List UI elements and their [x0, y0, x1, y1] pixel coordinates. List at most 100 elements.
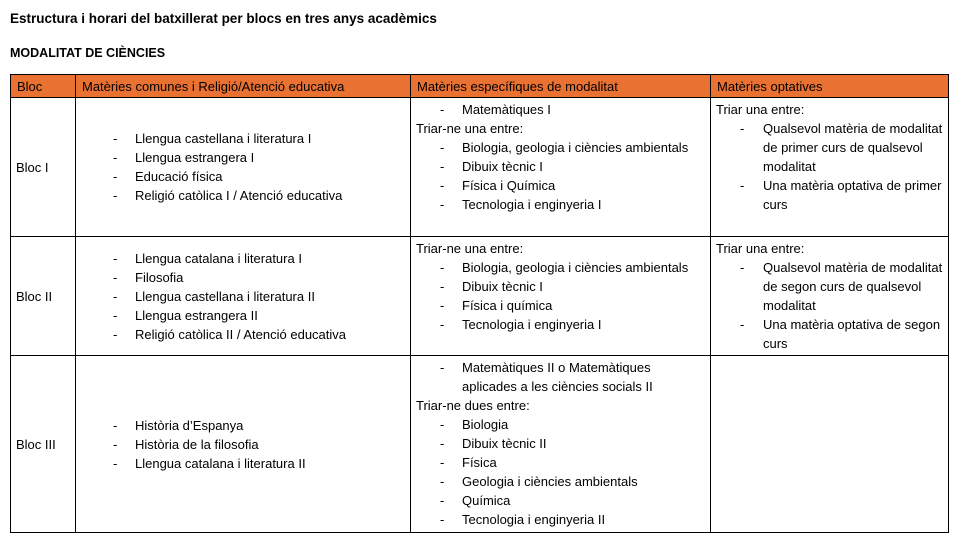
optional-subjects-cell: Triar una entre: - Qualsevol matèria de mo…: [710, 236, 949, 356]
subject-item: - Llengua castellana i literatura II: [113, 287, 405, 306]
subject-item: - Qualsevol matèria de modalitat de prime…: [740, 119, 943, 176]
subject-item: - Llengua catalana i literatura II: [113, 454, 405, 473]
table-header-row: Bloc Matèries comunes i Religió/Atenció e…: [10, 74, 949, 98]
choose-instruction-text: Triar una entre:: [716, 102, 805, 117]
dash-bullet: -: [440, 417, 445, 432]
subject-label: Dibuix tècnic II: [462, 436, 547, 451]
subject-list: - Llengua catalana i literatura I - Filosof…: [81, 249, 405, 344]
choose-instruction-text: Triar-ne dues entre:: [416, 398, 530, 413]
subject-item: - Llengua catalana i literatura I: [113, 249, 405, 268]
subject-item: - Filosofia: [113, 268, 405, 287]
dash-bullet: -: [440, 512, 445, 527]
dash-bullet: -: [440, 159, 445, 174]
dash-bullet: -: [440, 493, 445, 508]
subject-label: Física i química: [462, 298, 553, 313]
choose-instruction-text: Triar-ne una entre:: [416, 241, 524, 256]
subject-list: - Biologia, geologia i ciències ambiental…: [416, 258, 705, 334]
subject-label: Religió catòlica I / Atenció educativa: [135, 188, 343, 203]
common-subjects-cell: - Història d’Espanya - Història de la filos…: [75, 355, 411, 533]
column-header-especifiques: Matèries específiques de modalitat: [410, 74, 711, 98]
subject-item: - Química: [440, 491, 705, 510]
subject-item: - Geologia i ciències ambientals: [440, 472, 705, 491]
subject-item: - Llengua estrangera II: [113, 306, 405, 325]
subject-item: - Una matèria optativa de segon curs: [740, 315, 943, 353]
table-row-bloc-iii: Bloc III - Història d’Espanya - Història de …: [10, 355, 949, 533]
section-subtitle: MODALITAT DE CIÈNCIES: [10, 46, 166, 60]
subject-list: - Biologia, geologia i ciències ambiental…: [416, 138, 705, 214]
dash-bullet: -: [113, 131, 118, 146]
subject-list: - Qualsevol matèria de modalitat de segon…: [716, 258, 943, 353]
dash-bullet: -: [440, 298, 445, 313]
subject-list: - Història d’Espanya - Història de la filos…: [81, 416, 405, 473]
subject-list: - Biologia - Dibuix tècnic II - Física - Geolog…: [416, 415, 705, 529]
dash-bullet: -: [440, 436, 445, 451]
dash-bullet: -: [113, 417, 118, 433]
subject-item: - Llengua estrangera I: [113, 148, 405, 167]
dash-bullet: -: [440, 178, 445, 193]
dash-bullet: -: [113, 326, 118, 342]
choose-instruction-text: Triar una entre:: [716, 241, 805, 256]
dash-bullet: -: [740, 260, 745, 275]
subject-item: - Dibuix tècnic II: [440, 434, 705, 453]
dash-bullet: -: [440, 474, 445, 489]
subject-item: - Dibuix tècnic I: [440, 157, 705, 176]
subject-item: - Qualsevol matèria de modalitat de segon…: [740, 258, 943, 315]
dash-bullet: -: [113, 307, 118, 323]
dash-bullet: -: [113, 288, 118, 304]
subject-label: Biologia, geologia i ciències ambientals: [462, 260, 689, 275]
subject-label: Educació física: [135, 169, 223, 184]
modality-subjects-cell: - Matemàtiques II o Matemàtiques aplicade…: [410, 355, 711, 533]
optional-subjects-cell: [710, 355, 949, 533]
subject-label: Geologia i ciències ambientals: [462, 474, 638, 489]
subject-item: - Religió catòlica I / Atenció educativa: [113, 186, 405, 205]
subject-label: Biologia, geologia i ciències ambientals: [462, 140, 689, 155]
subject-item: - Biologia, geologia i ciències ambiental…: [440, 138, 705, 157]
dash-bullet: -: [113, 188, 118, 203]
subject-label: Dibuix tècnic I: [462, 279, 543, 294]
dash-bullet: -: [440, 279, 445, 294]
page-title: Estructura i horari del batxillerat per …: [10, 11, 437, 26]
subject-label: Llengua castellana i literatura I: [135, 131, 312, 146]
subject-item: - Llengua castellana i literatura I: [113, 129, 405, 148]
subject-item: - Física i química: [440, 296, 705, 315]
modality-subjects-cell: - Matemàtiques I Triar-ne una entre: - Biolo…: [410, 97, 711, 237]
common-subjects-cell: - Llengua catalana i literatura I - Filosof…: [75, 236, 411, 356]
table-row-bloc-ii: Bloc II - Llengua catalana i literatura I-…: [10, 236, 949, 356]
subject-item: - Matemàtiques II o Matemàtiques aplicade…: [440, 358, 705, 396]
dash-bullet: -: [440, 260, 445, 275]
dash-bullet: -: [440, 102, 445, 117]
subject-label: Filosofia: [135, 269, 184, 285]
subject-label: Tecnologia i enginyeria II: [462, 512, 606, 527]
dash-bullet: -: [740, 317, 745, 332]
bloc-name-cell: Bloc II: [10, 236, 76, 356]
subject-label: Una matèria optativa de primer curs: [763, 178, 942, 212]
dash-bullet: -: [440, 455, 445, 470]
subject-label: Llengua estrangera I: [135, 150, 255, 165]
dash-bullet: -: [440, 140, 445, 155]
dash-bullet: -: [113, 436, 118, 452]
subject-item: - Tecnologia i enginyeria II: [440, 510, 705, 529]
subject-list: - Qualsevol matèria de modalitat de prime…: [716, 119, 943, 214]
dash-bullet: -: [113, 250, 118, 266]
subject-item: - Tecnologia i enginyeria I: [440, 315, 705, 334]
subject-item: - Història d’Espanya: [113, 416, 405, 435]
subject-label: Tecnologia i enginyeria I: [462, 317, 602, 332]
subject-item: - Biologia, geologia i ciències ambiental…: [440, 258, 705, 277]
dash-bullet: -: [113, 455, 118, 471]
subject-list: - Matemàtiques I: [416, 100, 705, 119]
dash-bullet: -: [113, 150, 118, 165]
choose-instruction-text: Triar-ne una entre:: [416, 121, 524, 136]
bloc-name-cell: Bloc I: [10, 97, 76, 237]
subject-item: - Matemàtiques I: [440, 100, 705, 119]
subject-item: - Educació física: [113, 167, 405, 186]
subject-label: Matemàtiques I: [462, 102, 551, 117]
subject-label: Física i Química: [462, 178, 556, 193]
subject-label: Llengua castellana i literatura II: [135, 288, 315, 304]
subject-label: Química: [462, 493, 511, 508]
subject-item: - Tecnologia i enginyeria I: [440, 195, 705, 214]
subject-label: Una matèria optativa de segon curs: [763, 317, 941, 351]
subject-label: Dibuix tècnic I: [462, 159, 543, 174]
subject-list: - Llengua castellana i literatura I - Lleng…: [81, 129, 405, 205]
subject-item: - Història de la filosofia: [113, 435, 405, 454]
